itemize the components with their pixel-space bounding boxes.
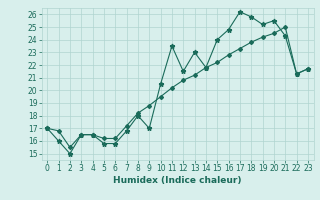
X-axis label: Humidex (Indice chaleur): Humidex (Indice chaleur) [113,176,242,185]
